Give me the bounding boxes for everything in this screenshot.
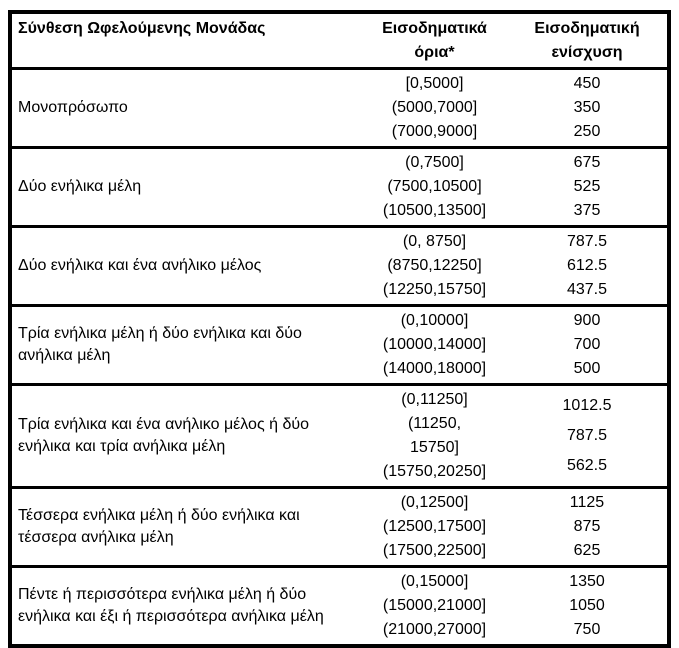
column-header-income-support: Εισοδηματική ενίσχυση bbox=[534, 20, 640, 61]
income-brackets-cell: (0,10000] (10000,14000] (14000,18000] bbox=[362, 307, 507, 383]
table-row: Δύο ενήλικα και ένα ανήλικο μέλος (0, 87… bbox=[12, 225, 667, 304]
support-amount: 700 bbox=[573, 336, 601, 353]
table-row: Τέσσερα ενήλικα μέλη ή δύο ενήλικα και τ… bbox=[12, 486, 667, 565]
table-row: Τρία ενήλικα και ένα ανήλικο μέλος ή δύο… bbox=[12, 383, 667, 486]
income-brackets-cell: (0,11250] (11250, 15750] (15750,20250] bbox=[362, 386, 507, 486]
page: Σύνθεση Ωφελούμενης Μονάδας Εισοδηματικά… bbox=[8, 10, 671, 648]
income-bracket: (17500,22500] bbox=[382, 542, 487, 559]
income-bracket: (12250,15750] bbox=[382, 281, 487, 298]
support-amount: 625 bbox=[573, 542, 601, 559]
table-row: Δύο ενήλικα μέλη (0,7500] (7500,10500] (10… bbox=[12, 146, 667, 225]
income-bracket: (15750,20250] bbox=[382, 463, 487, 480]
income-bracket: (8750,12250] bbox=[387, 257, 482, 274]
income-bracket: (0,7500] bbox=[405, 154, 464, 171]
support-amount: 1125 bbox=[569, 494, 605, 511]
support-amount: 500 bbox=[573, 360, 601, 377]
support-amount: 562.5 bbox=[566, 457, 608, 474]
support-amount: 612.5 bbox=[566, 257, 608, 274]
support-amounts-cell: 1125 875 625 bbox=[507, 489, 667, 565]
household-composition: Μονοπρόσωπο bbox=[18, 99, 128, 116]
income-bracket: (0,10000] bbox=[400, 312, 469, 329]
income-bracket: (21000,27000] bbox=[382, 621, 487, 638]
support-amount: 375 bbox=[573, 202, 601, 219]
support-amount: 350 bbox=[573, 99, 601, 116]
support-amount: 1350 bbox=[569, 573, 605, 590]
support-amount: 450 bbox=[573, 75, 601, 92]
table-row: Πέντε ή περισσότερα ενήλικα μέλη ή δύο ε… bbox=[12, 565, 667, 644]
support-amounts-cell: 675 525 375 bbox=[507, 149, 667, 225]
column-header-composition: Σύνθεση Ωφελούμενης Μονάδας bbox=[18, 20, 266, 37]
support-amount: 875 bbox=[573, 518, 601, 535]
support-amount: 750 bbox=[573, 621, 601, 638]
income-bracket: (7000,9000] bbox=[391, 123, 478, 140]
support-amount: 250 bbox=[573, 123, 601, 140]
income-bracket: (7500,10500] bbox=[387, 178, 482, 195]
income-bracket: (0, 8750] bbox=[402, 233, 467, 250]
table-row: Τρία ενήλικα μέλη ή δύο ενήλικα και δύο … bbox=[12, 304, 667, 383]
support-amounts-cell: 450 350 250 bbox=[507, 70, 667, 146]
income-bracket: (15000,21000] bbox=[382, 597, 487, 614]
income-bracket: (14000,18000] bbox=[382, 360, 487, 377]
household-composition: Τρία ενήλικα μέλη ή δύο ενήλικα και δύο … bbox=[18, 325, 302, 364]
table-body: Μονοπρόσωπο [0,5000] (5000,7000] (7000,900… bbox=[12, 67, 667, 644]
table-row: Μονοπρόσωπο [0,5000] (5000,7000] (7000,900… bbox=[12, 67, 667, 146]
income-support-table: Σύνθεση Ωφελούμενης Μονάδας Εισοδηματικά… bbox=[8, 10, 671, 648]
support-amount: 675 bbox=[573, 154, 601, 171]
support-amounts-cell: 900 700 500 bbox=[507, 307, 667, 383]
column-header-income-brackets: Εισοδηματικά όρια* bbox=[382, 20, 487, 61]
income-bracket: (10500,13500] bbox=[382, 202, 487, 219]
income-bracket: (5000,7000] bbox=[391, 99, 478, 116]
support-amount: 1050 bbox=[569, 597, 605, 614]
household-composition: Τρία ενήλικα και ένα ανήλικο μέλος ή δύο… bbox=[18, 416, 310, 455]
support-amount: 1012.5 bbox=[562, 397, 612, 414]
income-brackets-cell: (0, 8750] (8750,12250] (12250,15750] bbox=[362, 228, 507, 304]
support-amounts-cell: 787.5 612.5 437.5 bbox=[507, 228, 667, 304]
support-amount: 900 bbox=[573, 312, 601, 329]
income-bracket: 15750] bbox=[410, 439, 459, 456]
household-composition: Δύο ενήλικα μέλη bbox=[18, 178, 142, 195]
support-amounts-cell: 1350 1050 750 bbox=[507, 568, 667, 644]
income-brackets-cell: (0,12500] (12500,17500] (17500,22500] bbox=[362, 489, 507, 565]
household-composition: Δύο ενήλικα και ένα ανήλικο μέλος bbox=[18, 257, 262, 274]
income-bracket: [0,5000] bbox=[405, 75, 464, 92]
income-bracket: (0,11250] bbox=[401, 391, 468, 408]
support-amount: 787.5 bbox=[566, 233, 608, 250]
support-amount: 437.5 bbox=[566, 281, 608, 298]
support-amount: 525 bbox=[573, 178, 601, 195]
income-brackets-cell: [0,5000] (5000,7000] (7000,9000] bbox=[362, 70, 507, 146]
income-bracket: (0,15000] bbox=[400, 573, 469, 590]
household-composition: Τέσσερα ενήλικα μέλη ή δύο ενήλικα και τ… bbox=[18, 507, 300, 546]
income-bracket: (11250, bbox=[407, 415, 462, 432]
income-brackets-cell: (0,7500] (7500,10500] (10500,13500] bbox=[362, 149, 507, 225]
income-bracket: (12500,17500] bbox=[382, 518, 487, 535]
income-brackets-cell: (0,15000] (15000,21000] (21000,27000] bbox=[362, 568, 507, 644]
table-header-row: Σύνθεση Ωφελούμενης Μονάδας Εισοδηματικά… bbox=[12, 14, 667, 67]
income-bracket: (0,12500] bbox=[400, 494, 469, 511]
support-amounts-cell: 1012.5 787.5 562.5 bbox=[507, 386, 667, 486]
household-composition: Πέντε ή περισσότερα ενήλικα μέλη ή δύο ε… bbox=[18, 586, 324, 625]
support-amount: 787.5 bbox=[566, 427, 608, 444]
income-bracket: (10000,14000] bbox=[382, 336, 487, 353]
